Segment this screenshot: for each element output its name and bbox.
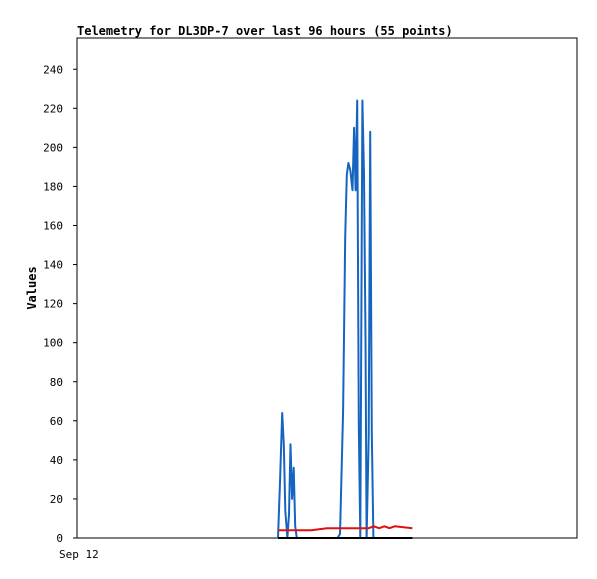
y-tick-label: 80 [50,376,63,389]
y-tick-label: 180 [43,180,63,193]
series-line-2 [278,525,413,532]
y-tick-label: 120 [43,298,63,311]
x-tick-label: Sep 12 [59,548,99,561]
y-tick-label: 60 [50,415,63,428]
y-tick-label: 40 [50,454,63,467]
y-tick-label: 0 [56,532,63,545]
y-axis-label: Values [25,266,39,309]
series-layer [277,99,413,539]
y-tick-label: 240 [43,63,63,76]
y-tick-label: 200 [43,141,63,154]
plot-area [76,37,578,539]
y-tick-label: 20 [50,493,63,506]
chart-title: Telemetry for DL3DP-7 over last 96 hours… [77,24,453,38]
y-tick-label: 100 [43,337,63,350]
y-tick-label: 160 [43,220,63,233]
x-axis: Sep 12 [59,548,99,561]
y-tick-label: 140 [43,259,63,272]
y-tick-label: 220 [43,102,63,115]
y-axis: 0 20 40 60 80 100 120 140 160 180 200 220 240 [43,63,77,545]
